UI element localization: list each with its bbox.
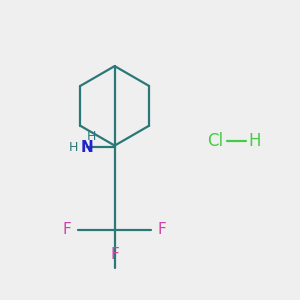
Text: H: H — [248, 132, 261, 150]
Text: N: N — [80, 140, 93, 154]
Text: Cl: Cl — [207, 132, 223, 150]
Text: F: F — [158, 222, 167, 237]
Text: F: F — [110, 247, 119, 262]
Text: H: H — [69, 141, 78, 154]
Text: F: F — [63, 222, 71, 237]
Text: H: H — [86, 130, 96, 143]
